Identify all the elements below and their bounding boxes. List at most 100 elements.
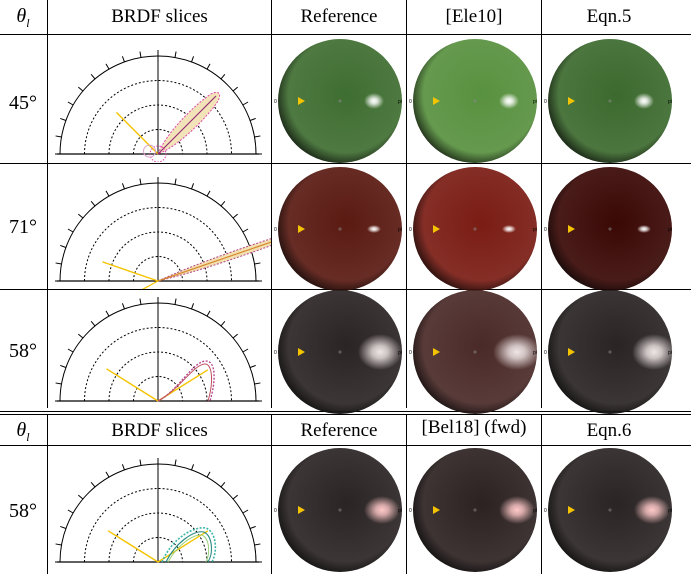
- light-direction-marker: [568, 225, 575, 233]
- polar-tick: [174, 298, 177, 305]
- bel18-header: [Bel18] (fwd): [421, 417, 527, 438]
- polar-tick: [249, 525, 256, 529]
- reference-header: Reference: [300, 6, 378, 27]
- sphere-label-left: 0: [544, 227, 547, 233]
- sphere-label-right: pi: [668, 508, 672, 514]
- polar-tick: [67, 348, 74, 353]
- light-direction-marker: [433, 97, 440, 105]
- specular-highlight: [502, 225, 516, 233]
- polar-tick: [121, 464, 125, 471]
- header-rule: [0, 34, 691, 35]
- specular-highlight: [364, 93, 384, 109]
- col-divider: [271, 415, 272, 574]
- specular-highlight: [632, 334, 676, 370]
- specular-highlight: [634, 496, 670, 524]
- rendered-sphere: 0 pi: [409, 290, 541, 414]
- polar-tick: [105, 471, 110, 478]
- polar-tick: [232, 213, 238, 219]
- ele10-header: [Ele10]: [445, 6, 503, 27]
- polar-tick: [220, 482, 226, 488]
- brdf-lobe: [157, 360, 215, 402]
- polar-tick: [90, 321, 96, 327]
- sphere-label-left: 0: [274, 350, 277, 356]
- brdf-slice-plot: [55, 297, 262, 402]
- polar-tick: [174, 459, 177, 466]
- polar-tick: [78, 213, 84, 219]
- polar-tick: [232, 86, 238, 92]
- polar-tick: [174, 178, 177, 185]
- polar-tick: [242, 101, 249, 106]
- rendered-sphere: 0 pi: [544, 167, 672, 291]
- polar-ring: [84, 327, 232, 402]
- light-direction-marker: [298, 97, 305, 105]
- polar-tick: [105, 310, 110, 317]
- incident-light-ray: [107, 530, 159, 563]
- polar-tick: [78, 333, 84, 339]
- polar-tick: [254, 543, 261, 546]
- sphere-label-right: pi: [668, 99, 672, 105]
- light-direction-marker: [568, 506, 575, 514]
- incident-light-ray: [102, 261, 159, 282]
- polar-tick: [67, 101, 74, 106]
- polar-tick: [220, 201, 226, 207]
- polar-tick: [55, 262, 62, 265]
- rendered-sphere: 0 pi: [274, 167, 402, 291]
- polar-tick: [254, 382, 261, 385]
- polar-tick: [206, 190, 211, 197]
- sphere-label-left: 0: [409, 350, 412, 356]
- polar-tick: [220, 74, 226, 80]
- polar-tick: [60, 117, 67, 121]
- sphere-label-right: pi: [533, 99, 537, 105]
- light-direction-marker: [568, 97, 575, 105]
- polar-tick: [78, 86, 84, 92]
- sphere-label-left: 0: [274, 508, 277, 514]
- polar-tick: [249, 364, 256, 368]
- sphere-label-left: 0: [544, 508, 547, 514]
- polar-ring: [84, 80, 232, 155]
- polar-tick: [249, 117, 256, 121]
- rendered-sphere: 0 pi: [274, 290, 402, 414]
- polar-tick: [232, 333, 238, 339]
- sphere-label-left: 0: [274, 99, 277, 105]
- rendered-sphere: 0 pi: [544, 39, 672, 163]
- light-direction-marker: [298, 225, 305, 233]
- reflected-ray: [157, 530, 209, 563]
- col-divider: [47, 415, 48, 574]
- incident-light-ray: [106, 368, 159, 402]
- eqn6-header: Eqn.6: [586, 420, 632, 441]
- polar-ring: [84, 207, 232, 282]
- polar-tick: [55, 135, 62, 138]
- sphere-label-right: pi: [533, 508, 537, 514]
- rendered-sphere: 0 pi: [409, 167, 537, 291]
- rendered-sphere: 0 pi: [274, 39, 402, 163]
- specular-highlight: [499, 93, 519, 109]
- theta-header: θl: [16, 5, 30, 30]
- polar-tick: [60, 364, 67, 368]
- polar-tick: [191, 183, 195, 190]
- polar-tick: [90, 74, 96, 80]
- specular-highlight: [367, 225, 381, 233]
- polar-tick: [139, 298, 142, 305]
- sphere-label-left: 0: [409, 508, 412, 514]
- polar-tick: [90, 201, 96, 207]
- polar-tick: [191, 464, 195, 471]
- sphere-label-right: pi: [398, 99, 402, 105]
- polar-tick: [105, 63, 110, 70]
- polar-tick: [254, 262, 261, 265]
- row-angle: 45°: [9, 92, 37, 114]
- sphere-label-right: pi: [398, 350, 402, 356]
- sphere-label-right: pi: [668, 350, 672, 356]
- col-divider: [406, 0, 407, 408]
- rendered-sphere: 0 pi: [274, 448, 402, 572]
- polar-tick: [174, 51, 177, 58]
- light-direction-marker: [298, 506, 305, 514]
- sphere-label-right: pi: [398, 227, 402, 233]
- specular-highlight: [364, 496, 400, 524]
- polar-tick: [78, 494, 84, 500]
- brdf-slice-plot: [55, 177, 271, 289]
- polar-tick: [60, 244, 67, 248]
- sphere-label-right: pi: [398, 508, 402, 514]
- rendered-sphere: 0 pi: [544, 448, 672, 572]
- rendered-sphere: 0 pi: [409, 448, 537, 572]
- sphere-label-right: pi: [533, 227, 537, 233]
